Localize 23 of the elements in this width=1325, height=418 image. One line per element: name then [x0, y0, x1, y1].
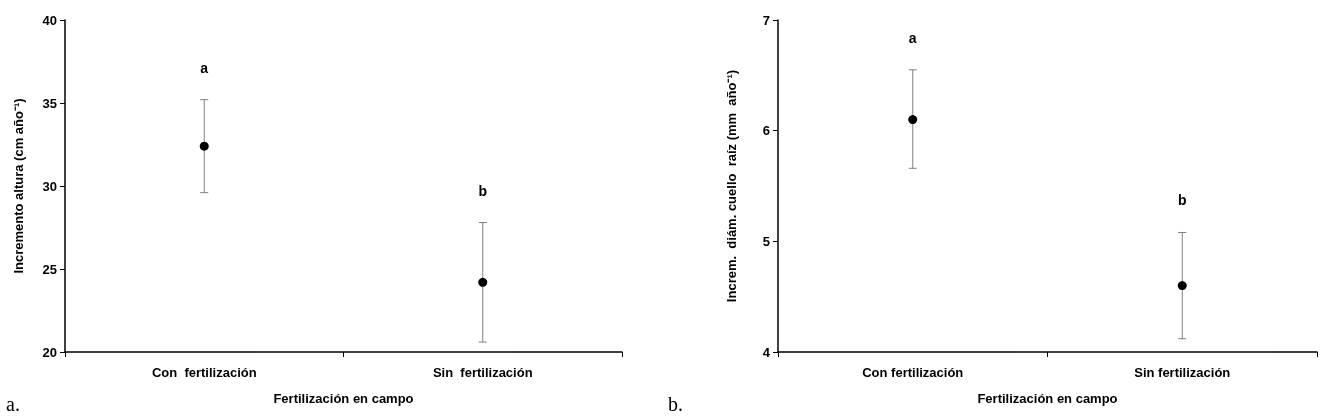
- y-tick-label: 4: [762, 344, 771, 360]
- y-tick-label: 7: [762, 12, 770, 28]
- y-axis-title: Increm. diám. cuello raíz (mm año⁻¹): [724, 69, 739, 303]
- y-tick-label: 5: [762, 233, 770, 249]
- annotation: b: [478, 182, 488, 199]
- y-tick-label: 35: [42, 95, 57, 111]
- annotation: a: [200, 59, 209, 76]
- y-axis-title: Incremento altura (cm año⁻¹): [11, 98, 26, 274]
- annotation: a: [908, 29, 917, 46]
- x-axis-title: Fertilización en campo: [977, 391, 1118, 406]
- x-axis-title: Fertilización en campo: [273, 391, 414, 406]
- x-tick-label: Sin fertilización: [1134, 365, 1231, 380]
- x-tick-label: Con fertilización: [151, 365, 257, 380]
- y-tick-label: 30: [42, 178, 57, 194]
- x-tick-label: Sin fertilización: [432, 365, 533, 380]
- y-tick-label: 25: [42, 261, 57, 277]
- text: b.: [668, 393, 683, 415]
- y-tick-label: 6: [762, 123, 770, 139]
- annotation: b: [1177, 192, 1187, 209]
- y-tick-label: 40: [42, 12, 57, 28]
- text: a.: [6, 393, 20, 415]
- y-tick-label: 20: [42, 344, 57, 360]
- x-tick-label: Con fertilización: [862, 365, 964, 380]
